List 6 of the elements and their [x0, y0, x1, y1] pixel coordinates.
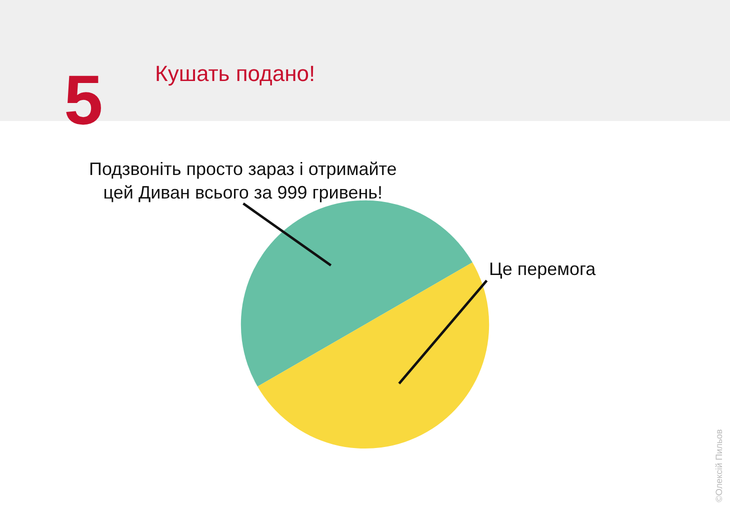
- text: ©Олексій Пильов: [714, 428, 724, 502]
- chart-title: Кушать подано!: [155, 61, 316, 86]
- slice-label: Подзвоніть просто зараз і отримайте цей Диван всього за 999 гривень!: [89, 159, 397, 202]
- pie-slice: [258, 262, 490, 448]
- text: 5: [64, 61, 103, 139]
- slice-label: Це перемога: [489, 259, 597, 279]
